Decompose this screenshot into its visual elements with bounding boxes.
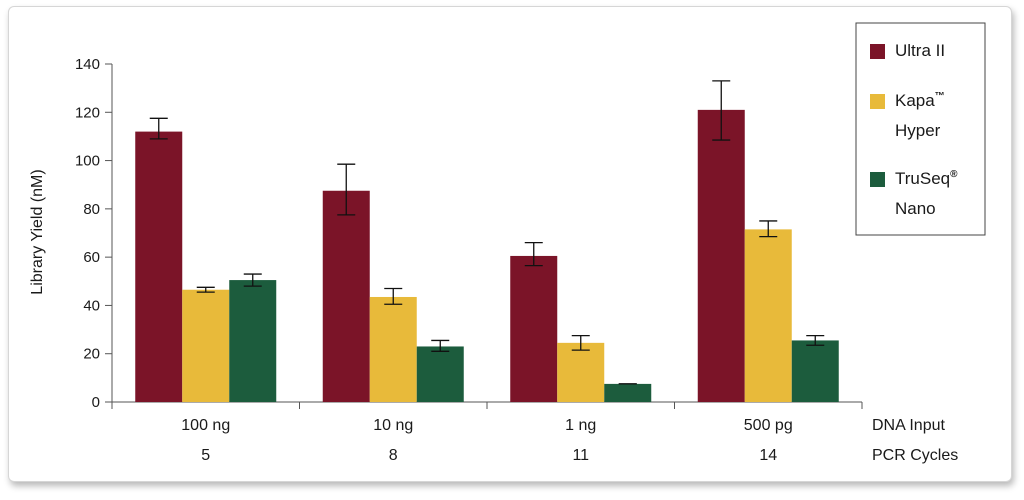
y-tick-label: 60 xyxy=(83,249,100,266)
bar xyxy=(135,131,183,402)
bar xyxy=(416,346,464,402)
legend-label: TruSeq® xyxy=(895,169,958,188)
x-row-label-dna-input: DNA Input xyxy=(872,417,945,434)
x-category-label: 100 ng xyxy=(181,417,230,434)
error-bar xyxy=(337,163,356,216)
error-bar xyxy=(149,117,168,140)
error-bar xyxy=(384,287,403,305)
bar xyxy=(604,383,652,402)
legend-label: Nano xyxy=(895,199,936,218)
legend-label: Ultra II xyxy=(895,41,945,60)
legend-label: Hyper xyxy=(895,121,941,140)
bar xyxy=(744,229,792,402)
bar xyxy=(791,340,839,402)
y-axis: 0 20 40 60 80 100 120 140 xyxy=(75,56,113,411)
y-tick-label: 140 xyxy=(75,56,100,73)
x-row-label-pcr-cycles: PCR Cycles xyxy=(872,447,958,464)
error-bar xyxy=(431,339,450,352)
error-bar xyxy=(571,334,590,351)
legend-swatch xyxy=(870,44,885,59)
bar xyxy=(697,109,745,402)
legend-item: Ultra II xyxy=(870,41,945,60)
bar xyxy=(369,296,417,402)
legend-item: Kapa™ Hyper xyxy=(870,91,945,140)
x-category-cycles-label: 5 xyxy=(201,447,210,464)
bars xyxy=(135,109,839,402)
legend-label: Kapa™ xyxy=(895,91,945,110)
bar xyxy=(557,342,605,402)
error-bar xyxy=(524,242,543,267)
error-bar xyxy=(759,220,778,238)
legend: Ultra II Kapa™ Hyper TruSeq® Nano xyxy=(855,22,986,236)
error-bar xyxy=(806,334,825,346)
bar xyxy=(229,280,277,402)
x-category-cycles-label: 11 xyxy=(572,447,589,464)
legend-swatch xyxy=(870,94,885,109)
x-category-label: 1 ng xyxy=(565,417,596,434)
y-tick-label: 80 xyxy=(83,201,100,218)
error-bars xyxy=(149,80,825,385)
error-bar xyxy=(243,273,262,287)
y-tick-label: 120 xyxy=(75,104,100,121)
bar xyxy=(182,289,230,402)
bar xyxy=(510,255,558,402)
error-bar xyxy=(712,80,731,141)
y-tick-label: 40 xyxy=(83,297,100,314)
y-axis-title: Library Yield (nM) xyxy=(29,169,46,294)
x-category-cycles-label: 14 xyxy=(759,447,777,464)
y-tick-label: 0 xyxy=(92,394,100,411)
y-tick-label: 20 xyxy=(83,346,100,363)
x-category-label: 10 ng xyxy=(373,417,413,434)
error-bar xyxy=(196,286,215,293)
legend-item: TruSeq® Nano xyxy=(870,169,958,218)
x-category-label: 500 pg xyxy=(744,417,793,434)
x-category-cycles-label: 8 xyxy=(389,447,398,464)
legend-swatch xyxy=(870,172,885,187)
x-axis: 100 ng 5 10 ng 8 1 ng 11 500 pg 14 xyxy=(111,401,863,464)
y-tick-label: 100 xyxy=(75,153,100,170)
bar xyxy=(322,190,370,402)
